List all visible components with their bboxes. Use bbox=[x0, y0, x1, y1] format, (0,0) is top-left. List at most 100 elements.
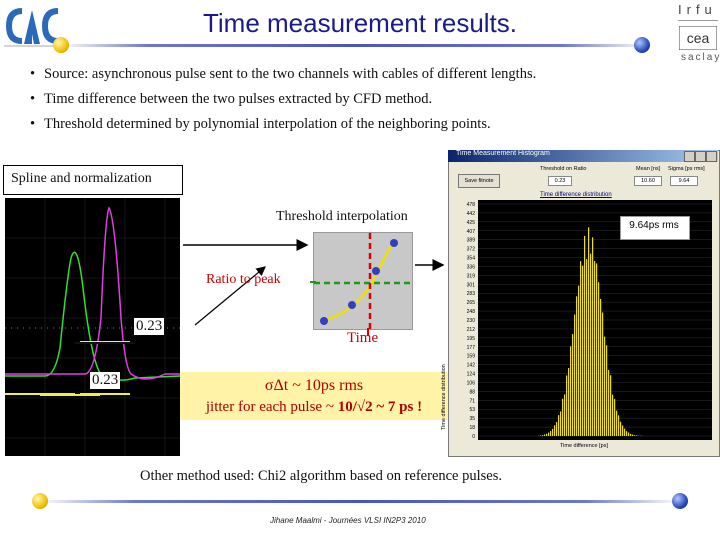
histogram-bar bbox=[560, 411, 562, 436]
histogram-bar bbox=[622, 425, 624, 436]
interpolation-inset bbox=[313, 232, 413, 330]
histogram-bar bbox=[608, 369, 610, 436]
arrow-ratio bbox=[194, 266, 266, 326]
jitter-prefix: jitter for each pulse ~ bbox=[205, 399, 338, 415]
arrows-layer bbox=[183, 239, 445, 326]
histogram-bar bbox=[552, 428, 554, 436]
spline-label: Spline and normalization bbox=[11, 171, 152, 187]
window-titlebar[interactable] bbox=[448, 150, 718, 162]
level-lower-label: 0.23 bbox=[90, 372, 121, 389]
page-title: Time measurement results. bbox=[202, 8, 518, 38]
histogram-bar bbox=[576, 296, 578, 436]
lower-level-marker bbox=[40, 394, 100, 396]
histogram-bar bbox=[564, 394, 566, 436]
threshold-input[interactable]: 0.23 bbox=[548, 176, 572, 186]
histogram-bar bbox=[618, 415, 620, 436]
y-tick-label: 442 bbox=[467, 211, 476, 217]
y-tick-label: 265 bbox=[467, 300, 476, 306]
time-line-stub bbox=[367, 328, 369, 336]
histogram-bar bbox=[624, 428, 626, 436]
cea-logo: cea bbox=[679, 26, 717, 50]
histogram-bar bbox=[582, 265, 584, 436]
y-tick-label: 0 bbox=[472, 434, 475, 440]
histogram-bar bbox=[542, 435, 544, 436]
histogram-plot bbox=[478, 200, 712, 440]
blue-dot-icon bbox=[634, 37, 650, 53]
histogram-bar bbox=[590, 253, 592, 436]
histogram-bar bbox=[602, 312, 604, 436]
y-tick-label: 248 bbox=[467, 309, 476, 315]
histogram-bar bbox=[568, 367, 570, 436]
y-tick-label: 389 bbox=[467, 238, 476, 244]
ratio-line-stub bbox=[310, 281, 316, 283]
other-method-text: Other method used: Chi2 algorithm based … bbox=[140, 468, 502, 484]
jitter-label: jitter for each pulse ~ 10/√2 ~ 7 ps ! bbox=[180, 399, 448, 416]
saclay-logo: saclay bbox=[681, 52, 720, 63]
histogram-bar bbox=[544, 434, 546, 436]
histogram-bar bbox=[636, 435, 638, 436]
y-tick-label: 177 bbox=[467, 345, 476, 351]
histogram-bar bbox=[554, 425, 556, 436]
y-tick-label: 425 bbox=[467, 220, 476, 226]
histogram-bar bbox=[578, 285, 580, 436]
histogram-bar bbox=[572, 334, 574, 436]
irfu-logo: Irfu bbox=[678, 2, 717, 17]
histogram-bar bbox=[558, 415, 560, 436]
y-tick-label: 159 bbox=[467, 354, 476, 360]
histogram-bar bbox=[630, 433, 632, 436]
y-tick-label: 478 bbox=[467, 202, 476, 208]
y-tick-label: 18 bbox=[469, 425, 475, 431]
bullet-text: Source: asynchronous pulse sent to the t… bbox=[44, 66, 537, 82]
y-tick-label: 336 bbox=[467, 264, 476, 270]
jitter-value: 10/√2 ~ 7 ps ! bbox=[337, 399, 423, 415]
y-tick-label: 319 bbox=[467, 273, 476, 279]
save-fitnote-button[interactable]: Save fitnote bbox=[458, 174, 500, 188]
histogram-bar bbox=[540, 435, 542, 436]
threshold-field-label: Threshold on Ratio bbox=[540, 166, 587, 172]
histogram-bar bbox=[612, 394, 614, 436]
histogram-bar bbox=[600, 298, 602, 436]
histogram-bar bbox=[606, 345, 608, 436]
histogram-bar bbox=[596, 263, 598, 436]
title-divider bbox=[60, 44, 650, 47]
y-tick-label: 301 bbox=[467, 282, 476, 288]
rms-annotation: 9.64ps rms bbox=[629, 220, 679, 231]
histogram-bar bbox=[574, 314, 576, 436]
histogram-bar bbox=[634, 435, 636, 436]
threshold-interpolation-label: Threshold interpolation bbox=[276, 209, 408, 224]
yellow-dot-icon bbox=[53, 37, 69, 53]
maximize-button[interactable] bbox=[695, 151, 706, 162]
bullet-item: • Time difference between the two pulses … bbox=[30, 91, 433, 107]
spline-label-box bbox=[3, 165, 183, 195]
histogram-bar bbox=[620, 421, 622, 436]
histogram-bar bbox=[628, 432, 630, 436]
histogram-bar bbox=[588, 227, 590, 436]
x-axis-label: Time difference [ps] bbox=[560, 443, 608, 449]
upper-level-marker bbox=[75, 342, 135, 344]
y-tick-label: 35 bbox=[469, 416, 475, 422]
minimize-button[interactable] bbox=[684, 151, 695, 162]
y-tick-column: 478 442 425 407 389 372 354 336 319 301 283 265 248 2… bbox=[458, 200, 476, 440]
y-tick-labels: 478 442 425 407 389 372 354 336 319 301 283 265 248 2… bbox=[467, 202, 476, 440]
window-title: Time Measurement Histogram bbox=[456, 150, 550, 157]
y-tick-label: 71 bbox=[469, 398, 475, 404]
bullet-text: Time difference between the two pulses e… bbox=[44, 91, 433, 107]
histogram-bar bbox=[592, 237, 594, 436]
mean-value: 10.60 bbox=[634, 176, 662, 186]
y-tick-label: 124 bbox=[467, 372, 476, 378]
blue-dot-icon bbox=[672, 493, 688, 509]
histogram-bar bbox=[614, 398, 616, 436]
histogram-bar bbox=[626, 431, 628, 436]
histogram-bar bbox=[610, 375, 612, 436]
close-button[interactable] bbox=[706, 151, 717, 162]
histogram-bar bbox=[586, 259, 588, 436]
logo-divider bbox=[678, 20, 718, 21]
histogram-bar bbox=[584, 235, 586, 436]
histogram-bar bbox=[632, 434, 634, 436]
histogram-bar bbox=[556, 422, 558, 436]
histogram-bar bbox=[546, 433, 548, 436]
footer-divider bbox=[40, 500, 680, 503]
sigma-field-label: Sigma [ps rms] bbox=[668, 166, 705, 172]
footer-credit: Jihane Maalmi - Journées VLSI IN2P3 2010 bbox=[270, 516, 426, 525]
y-tick-label: 283 bbox=[467, 291, 476, 297]
